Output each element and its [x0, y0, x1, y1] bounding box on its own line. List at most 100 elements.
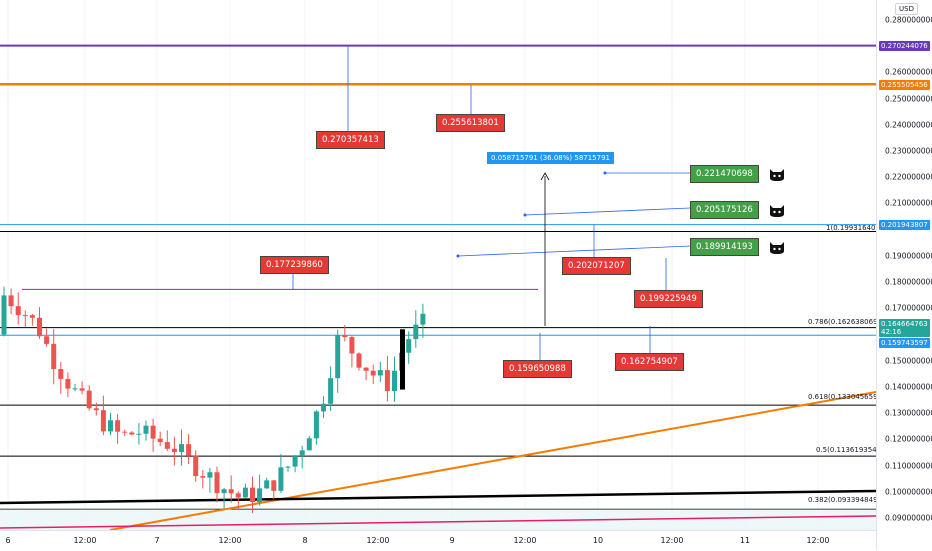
candle-body	[51, 343, 57, 370]
candle-body	[193, 455, 199, 477]
candle-body	[115, 420, 121, 432]
callout-162754907[interactable]: 0.162754907	[615, 353, 684, 371]
candle-body	[278, 467, 284, 491]
currency-label[interactable]: USD	[895, 3, 918, 15]
cat-icon	[770, 205, 784, 217]
price-axis[interactable]: USD 0.280000000 0.260000000 0.250000000 0.2…	[876, 0, 932, 550]
candle-body	[242, 487, 248, 498]
callout-199225949[interactable]: 0.199225949	[634, 290, 703, 308]
price-tick-label: 0.190000000	[885, 251, 932, 261]
cat-icon	[770, 169, 784, 181]
candle-body	[15, 306, 21, 316]
price-label-orange: 0.255505456	[879, 80, 930, 90]
candle-body	[257, 488, 263, 503]
candle-body	[420, 313, 426, 325]
candle-body	[356, 353, 362, 368]
candle-body	[29, 315, 35, 318]
time-tick-label: 11	[739, 536, 751, 545]
price-tick-label: 0.220000000	[885, 172, 932, 182]
price-label-blue-upper: 0.201943807	[879, 220, 930, 230]
trendline-orange	[109, 391, 876, 530]
candle-body	[93, 408, 99, 411]
callout-189914193[interactable]: 0.189914193	[690, 238, 759, 256]
candle-body	[235, 493, 241, 498]
candle-body	[285, 466, 291, 468]
price-range-measure-label[interactable]: 0.058715791 (36.08%) 58715791	[487, 152, 614, 164]
time-tick-label: 12:00	[73, 536, 97, 545]
time-tick-label: 9	[449, 536, 455, 545]
candle-body	[136, 433, 142, 435]
fib-label-0382: 0.382(0.093394849)	[808, 496, 876, 504]
candle-body	[157, 438, 163, 443]
candle-body	[292, 456, 298, 467]
candle-body	[108, 420, 113, 432]
candle-body	[271, 480, 277, 491]
candle-body	[37, 317, 42, 337]
price-tick-label: 0.140000000	[885, 382, 932, 392]
candle-body	[100, 410, 106, 432]
callout-270357413[interactable]: 0.270357413	[316, 131, 385, 149]
candle-body	[377, 370, 383, 376]
fib-label-1: 1(0.199316408)	[826, 224, 876, 232]
candle-body	[44, 336, 50, 344]
candle-body	[22, 315, 28, 317]
price-tick-label: 0.110000000	[885, 461, 932, 471]
candle-body	[58, 369, 64, 379]
time-tick-label: 10	[592, 536, 604, 545]
candle-body	[65, 378, 71, 389]
price-tick-label: 0.280000000	[885, 15, 932, 25]
time-tick-label: 12:00	[806, 536, 830, 545]
candle-body	[321, 403, 326, 412]
candle-body	[1, 295, 7, 335]
current-price-label: 0.164664763 42:16	[879, 319, 930, 337]
chart-canvas[interactable]	[0, 0, 876, 530]
connector-dot	[523, 213, 527, 217]
time-tick-label: 12:00	[513, 536, 537, 545]
candle-body	[228, 489, 234, 494]
candle-body	[171, 448, 177, 453]
candle-body	[207, 472, 213, 478]
cat-icon	[770, 242, 784, 254]
callout-255613801[interactable]: 0.255613801	[436, 114, 505, 132]
candle-body	[221, 489, 227, 494]
candle-body	[299, 450, 305, 457]
time-axis[interactable]: 6 12:00 7 12:00 8 12:00 9 12:00 10 12:00 11 12:00	[0, 530, 876, 551]
candle-body	[363, 367, 369, 371]
candle-body	[335, 335, 341, 379]
candle-body	[214, 472, 220, 494]
countdown-label: 42:16	[881, 328, 902, 336]
candle-body	[250, 487, 255, 503]
candle-body	[79, 388, 85, 391]
candle-body	[313, 411, 319, 439]
price-tick-label: 0.230000000	[885, 146, 932, 156]
candle-body	[328, 378, 334, 404]
time-tick-label: 8	[302, 536, 308, 545]
price-tick-label: 0.130000000	[885, 408, 932, 418]
candle-body	[413, 324, 419, 340]
candle-body	[143, 425, 149, 434]
price-tick-label: 0.120000000	[885, 434, 932, 444]
candle-body	[392, 370, 397, 392]
price-tick-label: 0.090000000	[885, 513, 932, 523]
candle-body	[164, 442, 170, 449]
measure-arrow-head	[540, 172, 550, 181]
candle-body	[349, 337, 355, 354]
candle-body	[370, 370, 376, 376]
callout-159650988[interactable]: 0.159650988	[503, 360, 572, 378]
callout-221470698[interactable]: 0.221470698	[690, 165, 759, 183]
callout-205175126[interactable]: 0.205175126	[690, 201, 759, 219]
price-tick-label: 0.260000000	[885, 67, 932, 77]
fib-label-0786: 0.786(0.162638069)	[808, 318, 876, 326]
candle-body	[342, 335, 348, 338]
price-tick-label: 0.150000000	[885, 356, 932, 366]
candle-body	[122, 431, 128, 433]
candle-body	[264, 480, 270, 489]
callout-202071207[interactable]: 0.202071207	[562, 257, 631, 275]
price-label-blue-lower: 0.159743597	[879, 338, 930, 348]
candle-body	[129, 432, 135, 435]
connector-dot	[603, 171, 607, 175]
price-label-purple: 0.270244076	[879, 41, 930, 51]
chart-area[interactable]: 1(0.199316408) 0.786(0.162638069) 0.618(…	[0, 0, 876, 530]
candle-body	[200, 476, 206, 478]
callout-177239860[interactable]: 0.177239860	[260, 256, 329, 274]
